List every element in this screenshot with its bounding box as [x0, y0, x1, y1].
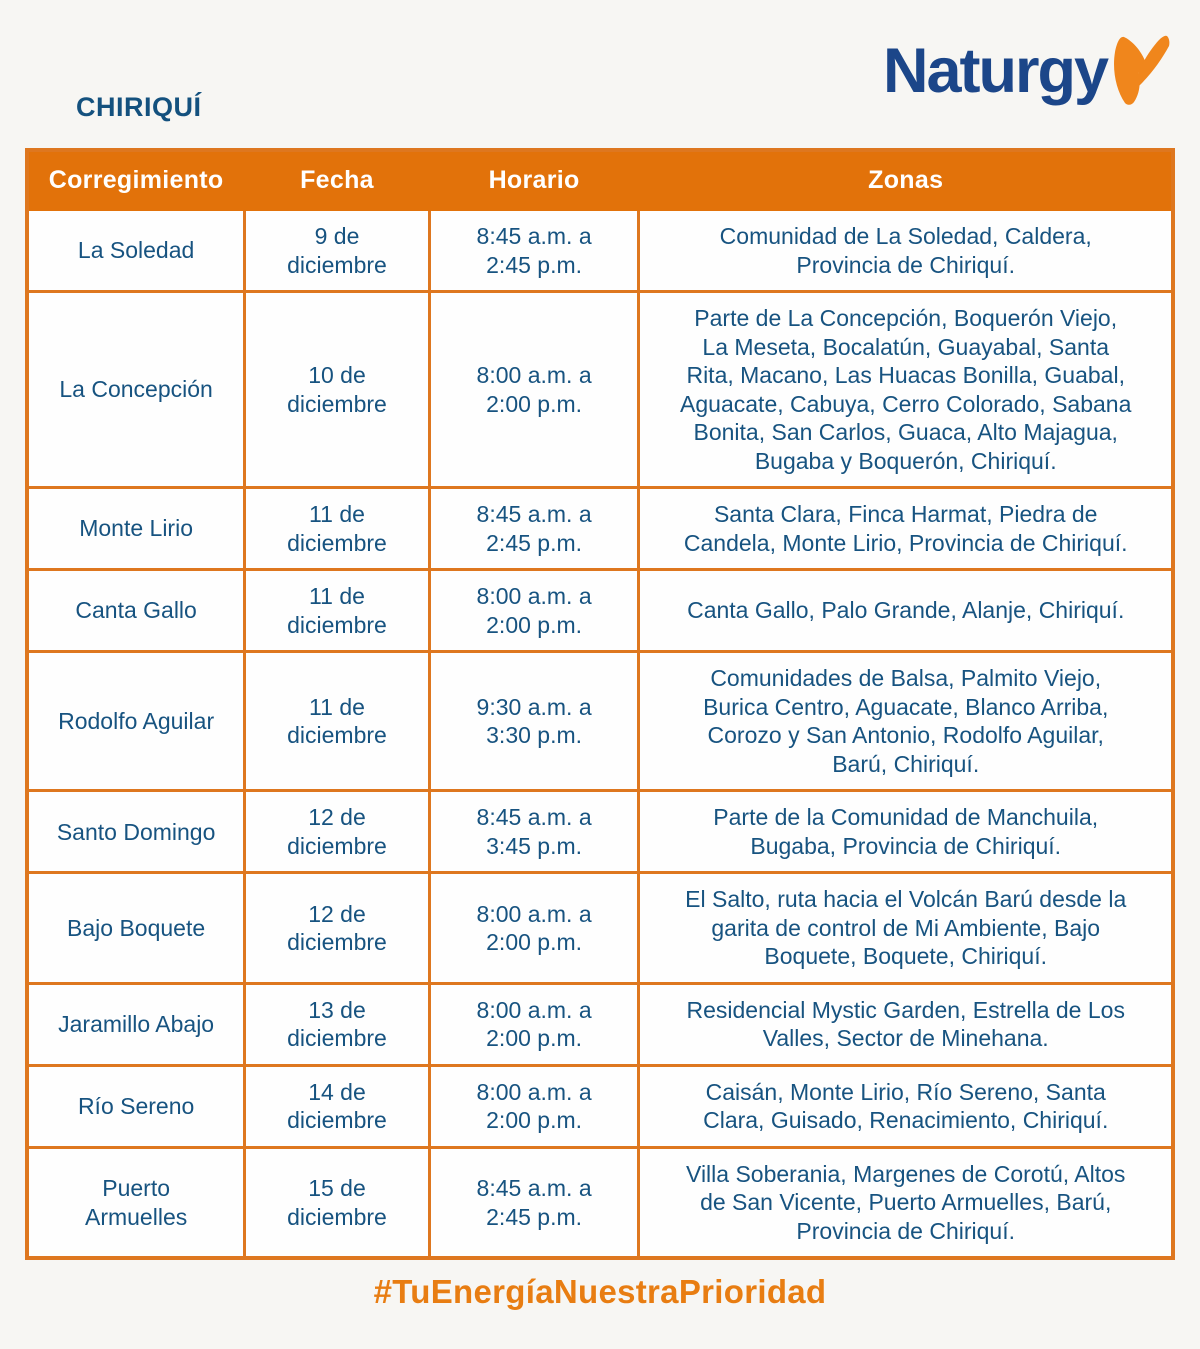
table-row: La Soledad 9 de diciembre 8:45 a.m. a 2:45…	[25, 207, 1175, 294]
cell-fecha: 14 de diciembre	[243, 1063, 431, 1149]
page-header: CHIRIQUÍ Naturgy	[0, 0, 1200, 148]
cell-fecha: 15 de diciembre	[243, 1145, 431, 1260]
page-footer: #TuEnergíaNuestraPrioridad	[0, 1273, 1200, 1311]
naturgy-logo: Naturgy	[882, 35, 1170, 108]
cell-zonas: Villa Soberania, Margenes de Corotú, Alt…	[637, 1145, 1175, 1260]
table-container: Corregimiento Fecha Horario Zonas La Sol…	[0, 148, 1200, 1261]
table-row: Río Sereno 14 de diciembre 8:00 a.m. a 2:0…	[25, 1063, 1175, 1149]
cell-horario: 8:00 a.m. a 2:00 p.m.	[427, 981, 641, 1067]
table-row: Canta Gallo 11 de diciembre 8:00 a.m. a 2:…	[25, 568, 1175, 654]
cell-fecha: 10 de diciembre	[243, 290, 431, 490]
cell-fecha: 12 de diciembre	[243, 871, 431, 985]
table-row: Rodolfo Aguilar 11 de diciembre 9:30 a.m. …	[25, 650, 1175, 793]
region-title: CHIRIQUÍ	[76, 92, 202, 122]
column-header-corregimiento: Corregimiento	[25, 148, 247, 211]
cell-fecha: 11 de diciembre	[243, 568, 431, 654]
cell-horario: 8:45 a.m. a 2:45 p.m.	[427, 1145, 641, 1260]
table-row: La Concepción 10 de diciembre 8:00 a.m. a …	[25, 290, 1175, 490]
table-row: Bajo Boquete 12 de diciembre 8:00 a.m. a 2…	[25, 871, 1175, 985]
cell-horario: 8:00 a.m. a 2:00 p.m.	[427, 871, 641, 985]
cell-horario: 8:00 a.m. a 2:00 p.m.	[427, 290, 641, 490]
cell-corregimiento: Santo Domingo	[25, 789, 247, 875]
cell-corregimiento: Canta Gallo	[25, 568, 247, 654]
cell-horario: 8:00 a.m. a 2:00 p.m.	[427, 568, 641, 654]
column-header-horario: Horario	[427, 148, 641, 211]
cell-corregimiento: Rodolfo Aguilar	[25, 650, 247, 793]
cell-fecha: 12 de diciembre	[243, 789, 431, 875]
table-row: Santo Domingo 12 de diciembre 8:45 a.m. a …	[25, 789, 1175, 875]
cell-zonas: Parte de la Comunidad de Manchuila, Buga…	[637, 789, 1175, 875]
cell-zonas: Residencial Mystic Garden, Estrella de L…	[637, 981, 1175, 1067]
cell-horario: 8:45 a.m. a 2:45 p.m.	[427, 486, 641, 572]
cell-corregimiento: Puerto Armuelles	[25, 1145, 247, 1260]
cell-corregimiento: La Soledad	[25, 207, 247, 294]
cell-corregimiento: Jaramillo Abajo	[25, 981, 247, 1067]
cell-corregimiento: Monte Lirio	[25, 486, 247, 572]
campaign-hashtag: #TuEnergíaNuestraPrioridad	[373, 1273, 827, 1311]
table-row: Monte Lirio 11 de diciembre 8:45 a.m. a 2:…	[25, 486, 1175, 572]
column-header-zonas: Zonas	[637, 148, 1175, 211]
naturgy-butterfly-icon	[1110, 32, 1170, 108]
cell-horario: 8:45 a.m. a 3:45 p.m.	[427, 789, 641, 875]
cell-horario: 8:45 a.m. a 2:45 p.m.	[427, 207, 641, 294]
cell-zonas: Caisán, Monte Lirio, Río Sereno, Santa C…	[637, 1063, 1175, 1149]
cell-zonas: Santa Clara, Finca Harmat, Piedra de Can…	[637, 486, 1175, 572]
cell-fecha: 11 de diciembre	[243, 650, 431, 793]
cell-zonas: Comunidad de La Soledad, Caldera, Provin…	[637, 207, 1175, 294]
cell-horario: 8:00 a.m. a 2:00 p.m.	[427, 1063, 641, 1149]
cell-horario: 9:30 a.m. a 3:30 p.m.	[427, 650, 641, 793]
cell-corregimiento: La Concepción	[25, 290, 247, 490]
cell-fecha: 9 de diciembre	[243, 207, 431, 294]
table-header-row: Corregimiento Fecha Horario Zonas	[25, 148, 1175, 211]
cell-fecha: 11 de diciembre	[243, 486, 431, 572]
cell-zonas: El Salto, ruta hacia el Volcán Barú desd…	[637, 871, 1175, 985]
cell-zonas: Comunidades de Balsa, Palmito Viejo, Bur…	[637, 650, 1175, 793]
table-row: Jaramillo Abajo 13 de diciembre 8:00 a.m. …	[25, 981, 1175, 1067]
column-header-fecha: Fecha	[243, 148, 431, 211]
naturgy-wordmark: Naturgy	[882, 36, 1109, 106]
cell-fecha: 13 de diciembre	[243, 981, 431, 1067]
schedule-table-body: La Soledad 9 de diciembre 8:45 a.m. a 2:45…	[25, 207, 1175, 1260]
cell-zonas: Canta Gallo, Palo Grande, Alanje, Chiriq…	[637, 568, 1175, 654]
cell-corregimiento: Bajo Boquete	[25, 871, 247, 985]
cell-corregimiento: Río Sereno	[25, 1063, 247, 1149]
cell-zonas: Parte de La Concepción, Boquerón Viejo, …	[637, 290, 1175, 490]
table-row: Puerto Armuelles 15 de diciembre 8:45 a.m.…	[25, 1145, 1175, 1260]
outage-schedule-table: Corregimiento Fecha Horario Zonas La Sol…	[25, 148, 1175, 1261]
